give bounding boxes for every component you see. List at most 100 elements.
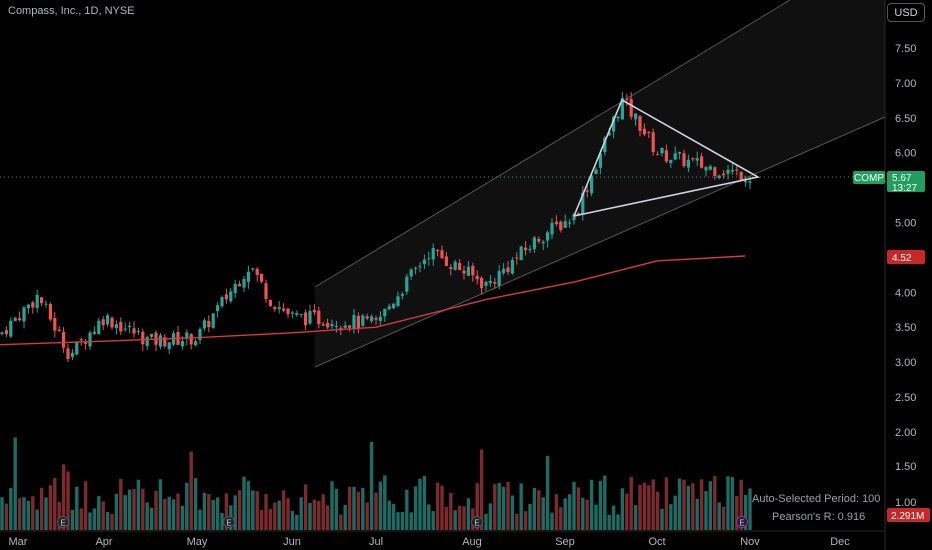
volume-bar — [427, 504, 431, 530]
currency-button[interactable]: USD — [887, 3, 925, 22]
volume-bar — [198, 509, 202, 530]
volume-bar — [625, 493, 629, 530]
last-price-label: 5.67 — [892, 173, 912, 184]
earnings-marker: E — [736, 516, 748, 528]
volume-axis-ticks: 2.00 1.50 1.00 — [895, 427, 916, 509]
volume-bar — [418, 478, 422, 530]
candle-body — [537, 238, 541, 242]
candle-body — [735, 169, 739, 171]
volume-bars — [0, 437, 752, 530]
volume-tick-label: 2.00 — [895, 427, 916, 439]
candle-body — [669, 159, 673, 164]
candle-body — [70, 353, 74, 357]
candle-body — [519, 246, 523, 261]
volume-bar — [603, 475, 607, 530]
volume-bar — [79, 508, 83, 530]
candle-body — [114, 324, 118, 329]
symbol-label: COMP — [854, 173, 884, 184]
volume-bar — [739, 479, 743, 530]
candle-body — [295, 313, 299, 315]
candle-body — [88, 332, 92, 347]
candle-body — [409, 269, 413, 277]
candle-body — [62, 331, 66, 348]
volume-bar — [682, 479, 686, 530]
volume-bar — [145, 502, 149, 530]
volume-bar — [515, 513, 519, 530]
candle-body — [321, 324, 325, 326]
volume-bar — [413, 486, 418, 530]
candle-body — [57, 329, 61, 332]
volume-bar — [708, 481, 713, 530]
earnings-marker: E — [471, 516, 483, 528]
candle-body — [414, 267, 418, 269]
channel-upper-line — [314, 0, 791, 288]
volume-bar — [176, 493, 180, 530]
candle-body — [405, 276, 409, 292]
candle-body — [163, 337, 167, 347]
volume-bar — [308, 502, 312, 530]
volume-bar — [475, 483, 479, 530]
volume-last-label: 2.291M — [891, 511, 924, 522]
candle-body — [620, 97, 624, 120]
volume-bar — [277, 500, 281, 530]
candle-body — [141, 331, 145, 345]
volume-bar — [405, 489, 409, 530]
time-tick-label: May — [187, 536, 208, 548]
candle-body — [739, 172, 743, 181]
regression-period-note: Auto-Selected Period: 100 — [752, 493, 881, 505]
candle-body — [581, 192, 585, 215]
volume-bar — [673, 495, 677, 530]
volume-bar — [17, 498, 22, 530]
volume-bar — [13, 437, 17, 530]
candle-body — [603, 137, 607, 153]
volume-bar — [545, 455, 550, 530]
time-tick-label: Oct — [648, 536, 665, 548]
candle-body — [356, 315, 360, 328]
volume-bar — [466, 498, 471, 530]
volume-bar — [299, 497, 303, 530]
candle-body — [400, 294, 404, 296]
candle-body — [361, 315, 365, 326]
volume-bar — [255, 491, 259, 530]
volume-bar — [75, 486, 79, 530]
earnings-letter: E — [60, 519, 65, 528]
candle-body — [585, 190, 589, 192]
candle-body — [374, 318, 378, 320]
candle-body — [260, 273, 264, 282]
volume-bar — [721, 506, 726, 530]
candle-body — [673, 153, 677, 160]
volume-bar — [171, 499, 176, 530]
candle-body — [92, 331, 96, 334]
volume-tick-label: 1.00 — [895, 497, 916, 509]
volume-bar — [488, 503, 493, 530]
candle-body — [550, 222, 554, 235]
candle-body — [612, 116, 616, 132]
earnings-marker: E — [223, 516, 235, 528]
candle-body — [528, 248, 532, 250]
volume-bar — [726, 476, 730, 530]
candle-body — [26, 304, 30, 309]
volume-bar — [180, 505, 185, 530]
volume-bar — [273, 502, 277, 530]
candle-body — [326, 322, 330, 328]
candle-body — [444, 256, 448, 267]
candle-body — [370, 316, 374, 322]
volume-bar — [686, 485, 691, 530]
candle-body — [682, 153, 686, 167]
volume-bar — [88, 512, 92, 530]
price-tick-label: 2.50 — [895, 392, 916, 404]
volume-bar — [352, 486, 356, 530]
volume-bar — [290, 510, 295, 530]
candle-body — [431, 247, 435, 260]
volume-bar — [44, 497, 48, 530]
candle-body — [255, 268, 259, 275]
candle-body — [418, 266, 422, 268]
candle-body — [594, 169, 598, 175]
volume-bar — [642, 482, 647, 530]
candle-body — [475, 275, 479, 280]
volume-bar — [462, 506, 466, 530]
volume-bar — [374, 492, 378, 530]
candle-body — [664, 150, 668, 162]
